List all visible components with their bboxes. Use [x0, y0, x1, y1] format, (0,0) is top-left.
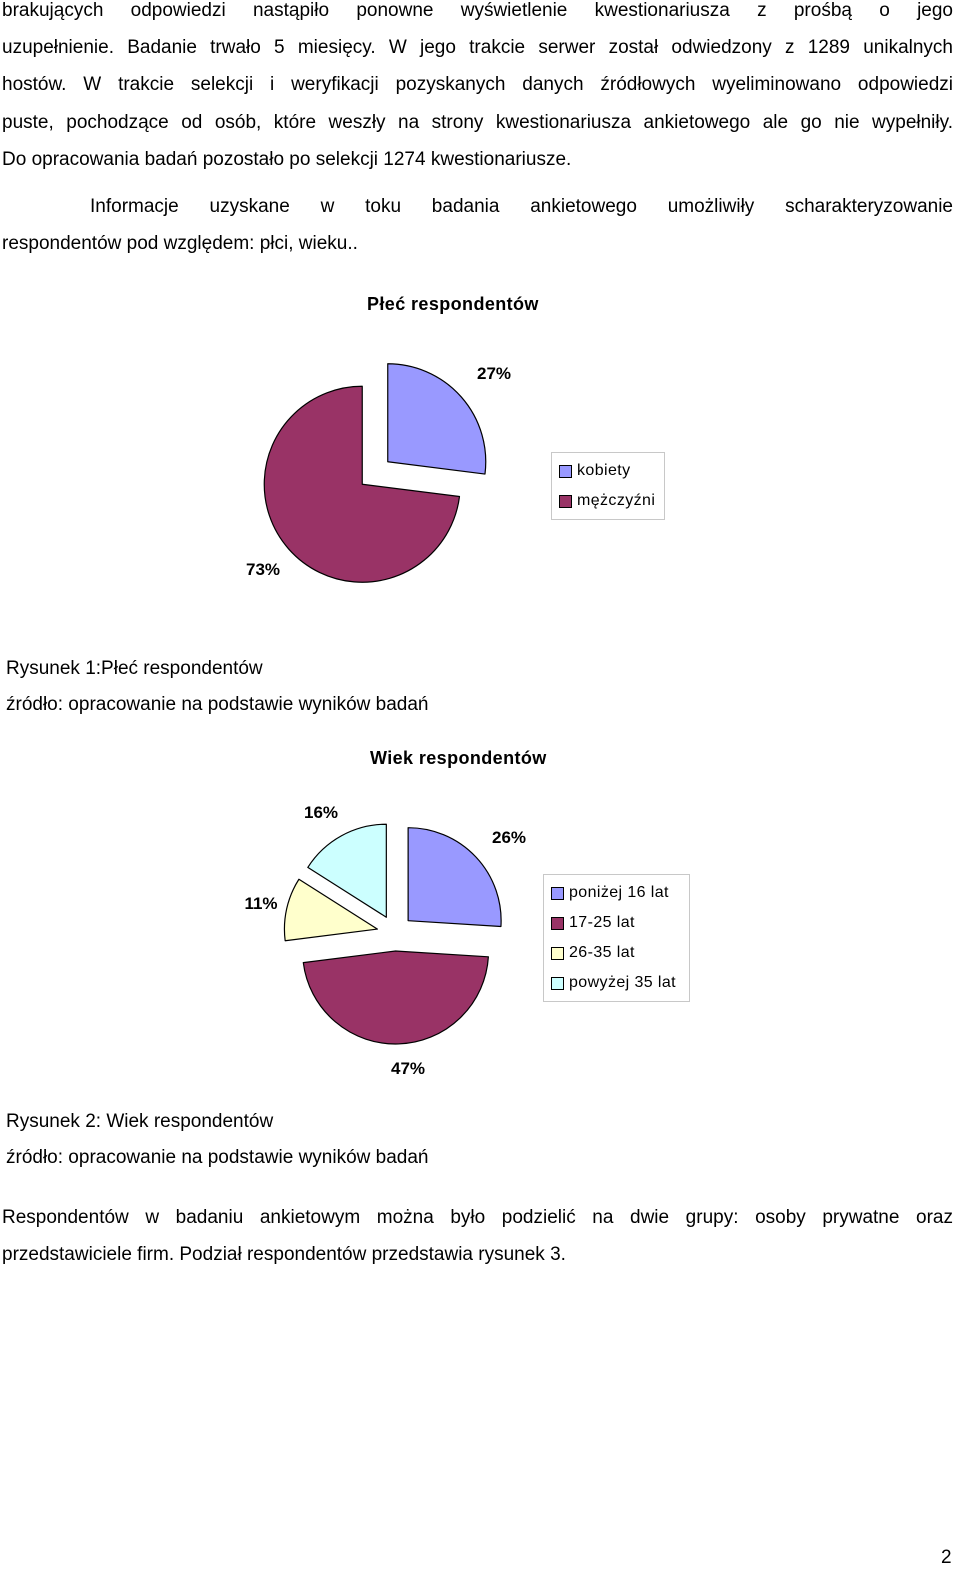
legend-swatch	[559, 494, 572, 508]
slice-percent-label: 47%	[391, 1059, 425, 1078]
slice-percent-label: 26%	[492, 828, 526, 847]
text-line: Informacje uzyskane w toku badania ankie…	[90, 196, 953, 217]
age-legend: poniżej 16 lat 17-25 lat 26-35 lat powyżej …	[543, 874, 690, 1002]
figure-caption: Rysunek 1:Płeć respondentów	[6, 658, 263, 679]
text-line: brakujących odpowiedzi nastąpiło ponowne…	[2, 0, 953, 21]
legend-item: 17-25 lat	[551, 908, 683, 938]
slice-percent-label: 16%	[304, 803, 338, 822]
legend-swatch	[551, 946, 564, 960]
chart-title: Płeć respondentów	[367, 294, 539, 314]
slice-percent-label: 73%	[246, 560, 280, 579]
legend-label: 26-35 lat	[569, 944, 635, 961]
page-number: 2	[941, 1547, 952, 1568]
pie-slice-1	[387, 363, 487, 475]
legend-item: mężczyźni	[559, 486, 658, 516]
legend-swatch	[551, 916, 564, 930]
legend-item: kobiety	[559, 456, 658, 486]
legend-label: kobiety	[577, 462, 631, 479]
slice-percent-label: 11%	[244, 894, 277, 913]
pie-slice-3	[283, 878, 379, 942]
text-line: puste, pochodzące od osób, które weszły …	[2, 112, 953, 133]
text-line: uzupełnienie. Badanie trwało 5 miesięcy.…	[2, 37, 953, 58]
text-line: hostów. W trakcie selekcji i weryfikacji…	[2, 74, 953, 95]
legend-label: powyżej 35 lat	[569, 974, 676, 991]
legend-swatch	[559, 464, 572, 478]
chart-title: Wiek respondentów	[370, 748, 547, 768]
legend-label: 17-25 lat	[569, 914, 635, 931]
legend-label: poniżej 16 lat	[569, 884, 669, 901]
legend-label: mężczyźni	[577, 492, 656, 509]
figure-caption: Rysunek 2: Wiek respondentów	[6, 1111, 274, 1132]
text-line: Do opracowania badań pozostało po selekc…	[2, 149, 572, 170]
figure-source: źródło: opracowanie na podstawie wyników…	[6, 1147, 429, 1168]
text-line: Respondentów w badaniu ankietowym można …	[2, 1207, 953, 1228]
text-line: przedstawiciele firm. Podział respondent…	[2, 1244, 566, 1265]
pie-slice-2	[263, 385, 461, 583]
legend-swatch	[551, 886, 564, 900]
text-line: respondentów pod względem: płci, wieku..	[2, 233, 358, 254]
legend-swatch	[551, 976, 564, 990]
slice-percent-label: 27%	[477, 364, 511, 383]
gender-legend: kobiety mężczyźni	[551, 452, 665, 520]
legend-item: poniżej 16 lat	[551, 878, 683, 908]
pie-slice-1	[407, 827, 502, 928]
pie-slice-2	[302, 950, 489, 1045]
legend-item: powyżej 35 lat	[551, 968, 683, 998]
legend-item: 26-35 lat	[551, 938, 683, 968]
pie-slice-4	[307, 823, 387, 918]
figure-source: źródło: opracowanie na podstawie wyników…	[6, 694, 429, 715]
